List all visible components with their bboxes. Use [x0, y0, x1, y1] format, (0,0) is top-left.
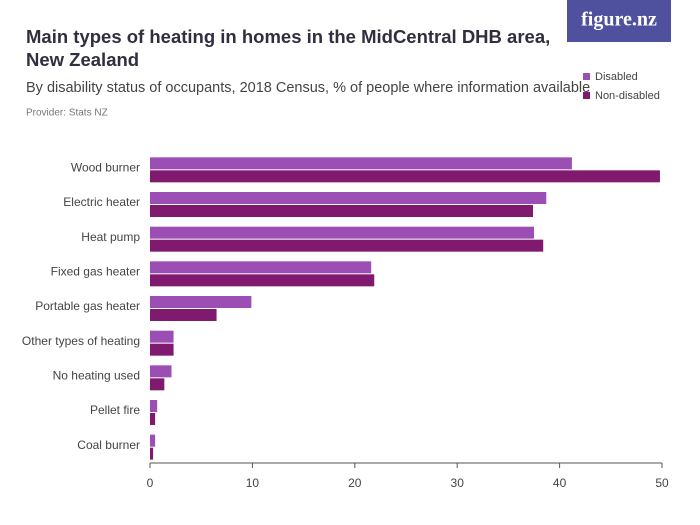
bar — [150, 365, 172, 378]
x-tick-label: 40 — [553, 476, 567, 490]
bar — [150, 413, 156, 425]
y-tick-label: Other types of heating — [22, 334, 140, 348]
y-tick-label: Wood burner — [71, 161, 140, 175]
bar — [150, 378, 165, 391]
x-tick-label: 20 — [348, 476, 362, 490]
bar — [150, 309, 217, 321]
legend-swatch — [583, 73, 590, 80]
bar — [150, 170, 660, 183]
x-tick-label: 0 — [147, 476, 154, 490]
bar — [150, 400, 158, 412]
bar — [150, 157, 572, 170]
bar — [150, 434, 156, 447]
bar — [150, 205, 533, 217]
bar — [150, 330, 174, 343]
bar — [150, 192, 547, 204]
title-line: Main types of heating in homes in the Mi… — [26, 26, 550, 47]
bar — [150, 274, 375, 287]
title-line: New Zealand — [26, 49, 139, 70]
chart-subtitle: By disability status of occupants, 2018 … — [26, 80, 590, 96]
legend-label: Disabled — [595, 71, 638, 83]
logo-box — [567, 0, 671, 42]
bar — [150, 343, 174, 356]
bar — [150, 261, 372, 274]
x-tick-label: 10 — [246, 476, 260, 490]
bar — [150, 296, 252, 308]
x-tick-label: 30 — [451, 476, 465, 490]
y-tick-label: Coal burner — [77, 438, 140, 452]
x-tick-label: 50 — [655, 476, 669, 490]
legend-label: Non-disabled — [595, 90, 660, 102]
bar — [150, 447, 154, 460]
y-tick-label: Fixed gas heater — [51, 265, 140, 279]
y-tick-label: Electric heater — [63, 195, 140, 209]
y-tick-label: Pellet fire — [90, 403, 140, 417]
legend-swatch — [583, 92, 590, 99]
bar — [150, 239, 544, 252]
y-tick-label: Heat pump — [81, 230, 140, 244]
y-tick-label: No heating used — [53, 369, 140, 383]
logo: figure.nz — [581, 9, 657, 31]
bar — [150, 226, 534, 239]
chart-title: Main types of heating in homes in the Mi… — [26, 26, 550, 70]
provider: Provider: Stats NZ — [26, 108, 108, 119]
y-tick-label: Portable gas heater — [35, 299, 140, 313]
